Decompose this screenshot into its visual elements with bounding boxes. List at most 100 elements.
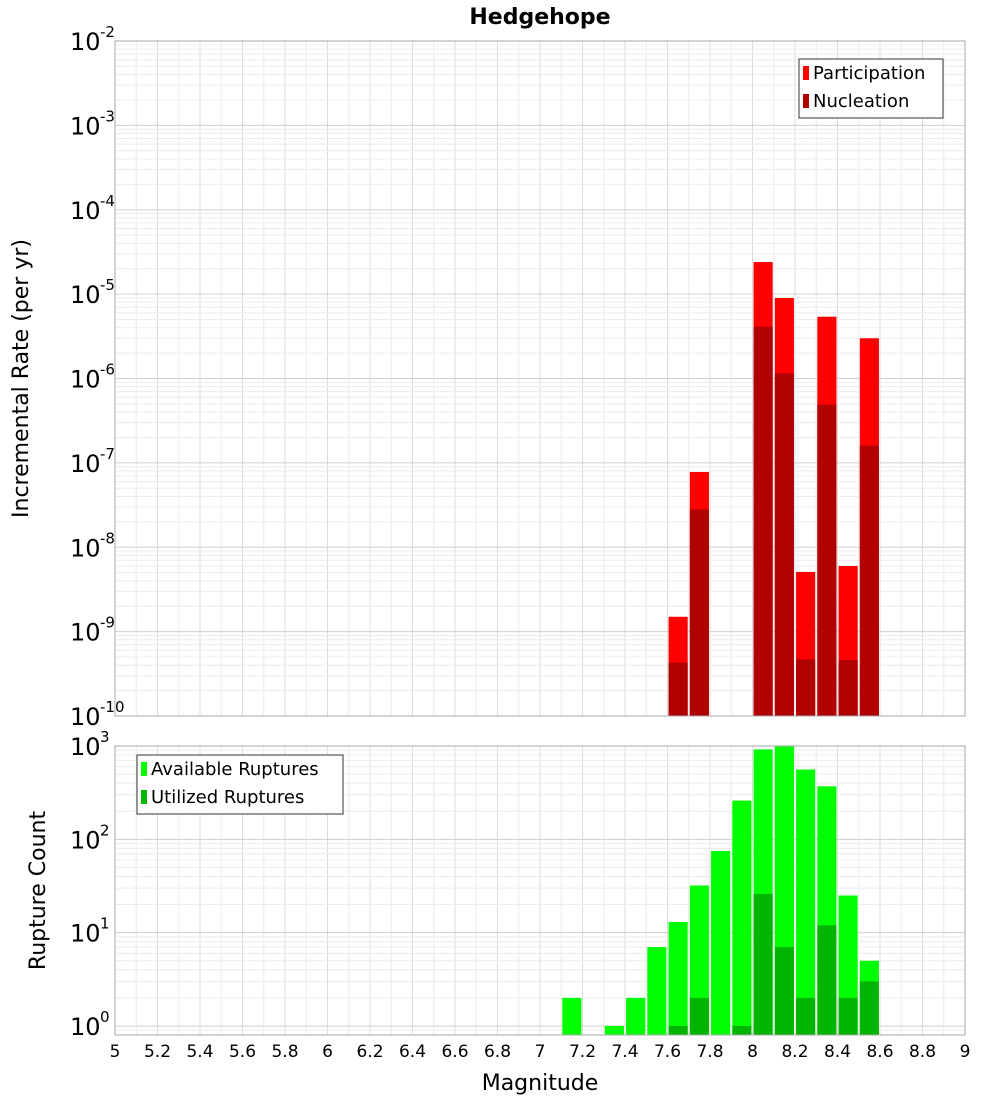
y-tick-base: 10 bbox=[70, 619, 101, 647]
plot-border bbox=[114, 745, 966, 1036]
y-tick-exponent: -3 bbox=[100, 107, 115, 125]
legend-label: Available Ruptures bbox=[151, 759, 319, 780]
bar bbox=[817, 404, 837, 716]
x-tick-label: 8 bbox=[747, 1042, 758, 1062]
y-tick-exponent: 1 bbox=[100, 915, 110, 933]
legend-box bbox=[136, 754, 344, 815]
bar bbox=[668, 922, 688, 1035]
bar bbox=[774, 947, 794, 1035]
series-utilized-ruptures bbox=[668, 893, 879, 1035]
x-tick-label: 5.2 bbox=[144, 1042, 171, 1062]
y-axis-label: Incremental Rate (per yr) bbox=[9, 239, 34, 518]
y-tick-base: 10 bbox=[70, 733, 101, 761]
x-tick-label: 7.2 bbox=[569, 1042, 596, 1062]
x-axis-label: Magnitude bbox=[482, 1071, 599, 1096]
bar bbox=[838, 660, 858, 716]
x-tick-label: 7.4 bbox=[611, 1042, 638, 1062]
bar bbox=[753, 326, 773, 716]
y-axis-label: Rupture Count bbox=[26, 811, 51, 971]
bar bbox=[796, 659, 816, 716]
x-tick-label: 8.2 bbox=[781, 1042, 808, 1062]
legend-box bbox=[798, 58, 944, 119]
chart-rate: 10-210-310-410-510-610-710-810-910 -10Inc… bbox=[9, 5, 966, 731]
y-tick-base: 10 bbox=[70, 281, 101, 309]
x-tick-label: 6.4 bbox=[399, 1042, 426, 1062]
legend-label: Utilized Ruptures bbox=[151, 787, 304, 808]
x-tick-label: 7.6 bbox=[654, 1042, 681, 1062]
bar bbox=[859, 445, 879, 716]
y-tick-label: 10 -9 bbox=[70, 614, 115, 647]
legend-swatch bbox=[803, 66, 809, 80]
x-tick-label: 8.8 bbox=[909, 1042, 936, 1062]
x-tick-label: 6.2 bbox=[356, 1042, 383, 1062]
x-tick-label: 5.4 bbox=[186, 1042, 213, 1062]
y-tick-base: 10 bbox=[70, 197, 101, 225]
y-tick-label: 10 2 bbox=[70, 821, 110, 854]
legend: Available Ruptures Utilized Ruptures bbox=[136, 754, 344, 815]
y-tick-label: 10 -10 bbox=[70, 698, 125, 731]
y-tick-exponent: 3 bbox=[100, 728, 110, 746]
y-tick-base: 10 bbox=[70, 826, 101, 854]
bar bbox=[626, 997, 646, 1035]
legend-swatch bbox=[141, 790, 147, 804]
y-tick-label: 10 3 bbox=[70, 728, 110, 761]
x-tick-label: 7.8 bbox=[696, 1042, 723, 1062]
y-tick-exponent: -4 bbox=[100, 192, 115, 210]
bar bbox=[732, 800, 752, 1035]
y-tick-label: 10 1 bbox=[70, 915, 110, 948]
bar bbox=[711, 850, 731, 1035]
y-tick-exponent: -6 bbox=[100, 361, 115, 379]
y-tick-label: 10 0 bbox=[70, 1008, 110, 1041]
y-tick-exponent: -8 bbox=[100, 529, 115, 547]
bar bbox=[668, 1025, 688, 1035]
y-tick-exponent: 0 bbox=[100, 1008, 110, 1026]
y-tick-base: 10 bbox=[70, 112, 101, 140]
legend-label: Nucleation bbox=[813, 91, 909, 112]
chart-title: Hedgehope bbox=[469, 5, 610, 30]
bar bbox=[647, 947, 667, 1035]
y-tick-exponent: -10 bbox=[100, 698, 125, 716]
bar bbox=[668, 662, 688, 716]
y-tick-exponent: -5 bbox=[100, 276, 115, 294]
y-tick-label: 10 -5 bbox=[70, 276, 115, 309]
y-tick-exponent: -9 bbox=[100, 614, 115, 632]
bar bbox=[689, 509, 709, 716]
legend-label: Participation bbox=[813, 63, 925, 84]
bar bbox=[753, 893, 773, 1035]
x-tick-label: 8.4 bbox=[824, 1042, 851, 1062]
y-tick-base: 10 bbox=[70, 703, 101, 731]
bar bbox=[732, 1025, 752, 1035]
y-tick-exponent: -2 bbox=[100, 23, 115, 41]
y-tick-label: 10 -3 bbox=[70, 107, 115, 140]
y-tick-base: 10 bbox=[70, 450, 101, 478]
x-tick-label: 5 bbox=[110, 1042, 121, 1062]
bar bbox=[838, 997, 858, 1035]
bar bbox=[796, 769, 816, 1035]
series-nucleation bbox=[668, 326, 879, 716]
gridlines bbox=[114, 40, 966, 717]
y-tick-base: 10 bbox=[70, 28, 101, 56]
y-tick-base: 10 bbox=[70, 534, 101, 562]
bar bbox=[562, 997, 582, 1035]
y-tick-label: 10 -6 bbox=[70, 361, 115, 394]
bar bbox=[689, 885, 709, 1035]
bar bbox=[689, 997, 709, 1035]
bar bbox=[796, 997, 816, 1035]
x-tick-label: 9 bbox=[960, 1042, 971, 1062]
legend-swatch bbox=[141, 762, 147, 776]
x-tick-label: 6.8 bbox=[484, 1042, 511, 1062]
legend-swatch bbox=[803, 94, 809, 108]
bar bbox=[817, 925, 837, 1035]
y-tick-label: 10 -4 bbox=[70, 192, 115, 225]
y-tick-base: 10 bbox=[70, 920, 101, 948]
y-tick-label: 10 -2 bbox=[70, 23, 115, 56]
bar bbox=[604, 1025, 624, 1035]
x-tick-label: 6.6 bbox=[441, 1042, 468, 1062]
y-tick-exponent: -7 bbox=[100, 445, 115, 463]
legend: Participation Nucleation bbox=[798, 58, 944, 119]
y-tick-base: 10 bbox=[70, 366, 101, 394]
bar bbox=[859, 981, 879, 1035]
